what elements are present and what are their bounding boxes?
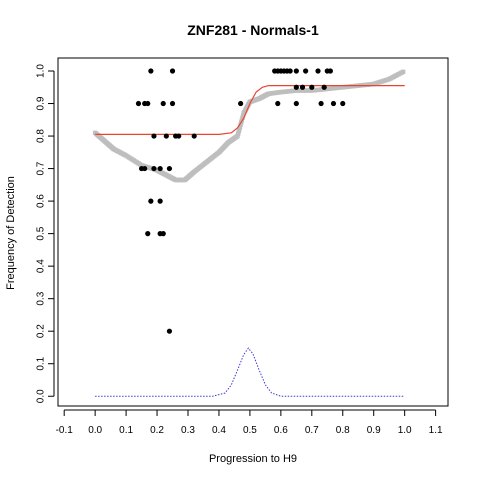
smooth-point (235, 131, 241, 136)
data-point (135, 100, 142, 107)
data-point (330, 100, 337, 107)
y-tick-label: 0.3 (36, 291, 47, 305)
data-point (315, 68, 321, 74)
data-point (160, 231, 166, 237)
data-point (327, 68, 333, 74)
data-point (238, 100, 244, 107)
plot-frame (57, 57, 449, 407)
data-point (293, 100, 299, 107)
y-tick-label: 0.0 (36, 389, 47, 403)
smooth-point (236, 129, 241, 134)
x-tick-label: -0.1 (56, 425, 74, 436)
x-axis-label: Progression to H9 (209, 453, 297, 465)
smooth-point (238, 122, 243, 127)
y-tick-label: 0.6 (36, 194, 47, 208)
x-tick-label: 1.1 (429, 425, 443, 436)
x-tick-label: 0.9 (367, 425, 381, 436)
observed-points (135, 68, 346, 334)
x-tick-label: 0.0 (88, 425, 102, 436)
y-tick-label: 0.4 (36, 259, 47, 273)
x-axis: -0.1 0.0 0.1 0.2 0.3 0.4 0.5 0.6 0.7 0.8 0.9 1.0 1.1 (56, 409, 443, 436)
y-tick-label: 0.8 (36, 129, 47, 143)
x-tick-label: 0.8 (336, 425, 350, 436)
y-tick-label: 0.2 (36, 324, 47, 338)
data-point (318, 100, 324, 107)
chart-title: ZNF281 - Normals-1 (187, 22, 319, 38)
data-point (166, 165, 173, 172)
y-axis: 0.0 0.1 0.2 0.3 0.4 0.5 0.6 0.7 0.8 0.9 1.0 (36, 64, 55, 403)
y-tick-label: 1.0 (36, 64, 47, 78)
data-point (160, 100, 166, 107)
data-point (287, 68, 293, 74)
smooth-point (240, 115, 245, 121)
data-point (191, 133, 197, 139)
series-layer (92, 68, 406, 397)
data-point (157, 165, 163, 172)
smooth-curve (92, 69, 406, 183)
y-tick-label: 0.5 (36, 226, 47, 240)
data-point (275, 100, 281, 107)
x-tick-label: 0.4 (212, 425, 226, 436)
x-tick-label: 0.7 (305, 425, 319, 436)
data-point (148, 198, 154, 204)
smooth-point (400, 69, 406, 75)
data-point (166, 328, 173, 334)
x-tick-label: 0.2 (150, 425, 164, 436)
data-point (169, 100, 176, 107)
data-point (309, 84, 315, 90)
data-point (151, 165, 157, 172)
data-point (142, 100, 148, 107)
smooth-point (235, 133, 240, 139)
data-point (142, 165, 148, 172)
data-point (145, 231, 151, 237)
data-point (151, 133, 157, 139)
y-axis-label: Frequency of Detection (5, 176, 17, 290)
y-tick-label: 0.1 (36, 356, 47, 370)
x-tick-label: 0.3 (181, 425, 195, 436)
smooth-point (237, 124, 243, 130)
smooth-point (240, 113, 246, 118)
x-tick-label: 0.5 (243, 425, 257, 436)
data-point (148, 68, 154, 74)
y-tick-label: 0.7 (36, 161, 47, 175)
x-tick-label: 1.0 (398, 425, 412, 436)
data-point (299, 84, 306, 90)
y-tick-label: 0.9 (36, 96, 47, 110)
data-point (303, 68, 309, 74)
data-point (169, 68, 176, 74)
data-point (157, 198, 163, 204)
x-tick-label: 0.1 (119, 425, 133, 436)
data-point (293, 68, 299, 74)
sigmoid-fit-line (95, 85, 405, 135)
x-tick-label: 0.6 (274, 425, 288, 436)
data-point (163, 133, 169, 139)
data-point (176, 133, 182, 139)
data-point (293, 84, 299, 90)
density-curve (95, 347, 405, 397)
smooth-point (237, 127, 242, 132)
data-point (340, 100, 346, 107)
data-point (321, 84, 327, 90)
